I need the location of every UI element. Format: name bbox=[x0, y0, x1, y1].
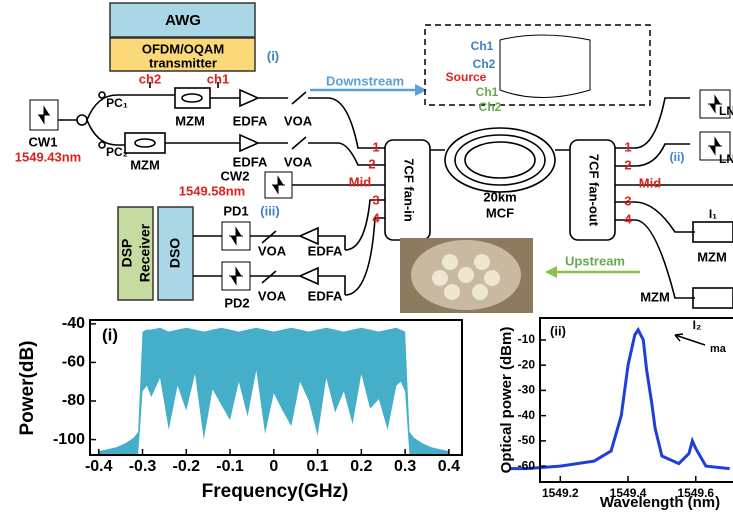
diagram-label: PD2 bbox=[224, 295, 249, 310]
y-tick-label: -10 bbox=[518, 332, 536, 346]
y-tick-label: -50 bbox=[518, 433, 536, 447]
x-tick-label: 0.4 bbox=[438, 458, 460, 475]
diagram-label: MZM bbox=[130, 157, 160, 172]
y-axis-title: Power(dB) bbox=[17, 341, 38, 436]
diagram-label: MZM bbox=[640, 289, 670, 304]
x-tick-label: 0.2 bbox=[350, 458, 372, 475]
diagram-label: 3 bbox=[624, 193, 631, 208]
diagram-label: AWG bbox=[165, 12, 201, 29]
diagram-label: VOA bbox=[284, 154, 313, 169]
annotation: ma bbox=[710, 343, 727, 355]
diagram-label: VOA bbox=[258, 288, 287, 303]
diagram-label: EDFA bbox=[233, 113, 268, 128]
x-axis-title: Wavelength (nm) bbox=[600, 494, 720, 511]
axis-frame bbox=[540, 318, 733, 482]
diagram-label: Downstream bbox=[326, 73, 404, 88]
diagram-label: Ch1 bbox=[471, 39, 494, 53]
diagram-label: Mid bbox=[349, 174, 371, 189]
diagram-label: CW1 bbox=[29, 134, 58, 149]
diagram-label: I₁ bbox=[709, 207, 717, 221]
diagram-label: Upstream bbox=[565, 253, 625, 268]
diagram-label: EDFA bbox=[233, 154, 268, 169]
x-tick-label: 0.3 bbox=[394, 458, 416, 475]
diagram-label: 3 bbox=[372, 192, 379, 207]
y-tick-label: -40 bbox=[62, 315, 85, 332]
x-tick-label: 0 bbox=[269, 458, 278, 475]
diagram-label: ch2 bbox=[139, 71, 161, 86]
diagram-label: LN bbox=[719, 152, 733, 166]
y-tick-label: -100 bbox=[53, 431, 85, 448]
diagram-label: Ch1 bbox=[476, 85, 499, 99]
diagram-label: (ii) bbox=[670, 150, 685, 164]
diagram-label: (iii) bbox=[260, 203, 280, 218]
x-tick-label: -0.1 bbox=[216, 458, 244, 475]
diagram-label: DSP bbox=[119, 239, 135, 268]
diagram-label: Ch2 bbox=[479, 100, 502, 114]
panel-label: (ii) bbox=[550, 323, 566, 338]
diagram-label: LN bbox=[719, 104, 733, 118]
diagram-label: transmitter bbox=[149, 55, 217, 70]
diagram-label: 7CF fan-out bbox=[587, 154, 602, 227]
diagram-label: VOA bbox=[258, 243, 287, 258]
diagram-label: Source bbox=[446, 70, 487, 84]
diagram-label: 4 bbox=[624, 211, 632, 226]
diagram-label: Receiver bbox=[137, 223, 153, 282]
annotation-arrow bbox=[675, 334, 705, 345]
diagram-label: EDFA bbox=[308, 243, 343, 258]
spectrum-line bbox=[510, 330, 730, 469]
charts: -40 -60 -80 -100-0.4 -0.3 -0.2 -0.1 0 0.1 0.2 0.3 0… bbox=[17, 315, 733, 511]
diagram-label: (i) bbox=[267, 48, 279, 63]
x-tick-label: -0.4 bbox=[85, 458, 113, 475]
diagram-label: I₂ bbox=[693, 318, 702, 332]
y-tick-label: -20 bbox=[518, 357, 536, 371]
diagram-label: DSO bbox=[167, 238, 183, 268]
y-tick-label: -80 bbox=[62, 392, 85, 409]
x-tick-label: 1549.2 bbox=[542, 486, 579, 500]
diagram-label: 1549.58nm bbox=[179, 183, 246, 198]
figure: -40 -60 -80 -100-0.4 -0.3 -0.2 -0.1 0 0.1 0.2 0.3 0… bbox=[0, 0, 733, 513]
diagram-label: 20km bbox=[483, 189, 516, 204]
diagram-label: ch1 bbox=[207, 71, 229, 86]
diagram-label: 4 bbox=[372, 210, 380, 225]
diagram-label: 2 bbox=[368, 156, 375, 171]
diagram-label: MZM bbox=[697, 249, 727, 264]
diagram-label: MCF bbox=[486, 205, 514, 220]
panel-label: (i) bbox=[102, 325, 118, 344]
diagram-label: 1 bbox=[372, 139, 379, 154]
y-tick-label: -30 bbox=[518, 383, 536, 397]
y-axis-title: Optical power (dBm) bbox=[498, 327, 515, 474]
diagram-label: 1 bbox=[624, 139, 631, 154]
diagram-label: 7CF fan-in bbox=[402, 158, 417, 222]
diagram-label: 2 bbox=[624, 157, 631, 172]
diagram-label: PC₁ bbox=[106, 96, 128, 110]
x-tick-label: 0.1 bbox=[306, 458, 328, 475]
y-tick-label: -40 bbox=[518, 408, 536, 422]
diagram-label: OFDM/OQAM bbox=[142, 41, 224, 56]
diagram-label: MZM bbox=[175, 113, 205, 128]
diagram-label: VOA bbox=[284, 113, 313, 128]
diagram-label: CW2 bbox=[221, 168, 250, 183]
diagram-label: Ch2 bbox=[473, 57, 496, 71]
y-tick-label: -60 bbox=[62, 354, 85, 371]
x-tick-label: -0.3 bbox=[129, 458, 157, 475]
diagram-label: EDFA bbox=[308, 288, 343, 303]
diagram-label: Mid bbox=[639, 175, 661, 190]
x-tick-label: -0.2 bbox=[172, 458, 200, 475]
diagram-label: PC₂ bbox=[106, 145, 128, 159]
y-tick-label: -60 bbox=[518, 458, 536, 472]
diagram-label: 1549.43nm bbox=[15, 149, 82, 164]
x-axis-title: Frequency(GHz) bbox=[202, 481, 349, 502]
diagram-label: PD1 bbox=[223, 203, 248, 218]
